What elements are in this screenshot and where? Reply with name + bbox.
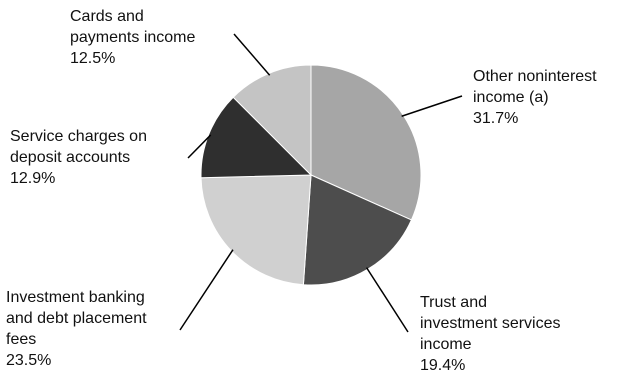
leader-line: [365, 267, 409, 333]
slice-value: 12.5%: [70, 50, 116, 67]
pie-slice: [200, 96, 313, 179]
slice-value: 23.5%: [6, 352, 52, 369]
slice-value: 12.9%: [10, 170, 56, 187]
label-line: and debt placement: [6, 310, 147, 327]
label-line: payments income: [70, 29, 196, 46]
leader-line: [233, 33, 271, 76]
slice-value: 31.7%: [473, 110, 519, 127]
label-line: Cards and: [70, 8, 144, 25]
label-line: Service charges on: [10, 128, 147, 145]
label-line: deposit accounts: [10, 149, 131, 166]
leader-line: [179, 249, 234, 331]
slice-label-investment-banking: Investment banking and debt placement fe…: [6, 287, 147, 371]
pie-slice: [200, 174, 312, 286]
label-line: Investment banking: [6, 289, 145, 306]
slice-label-service-charges: Service charges on deposit accounts 12.9…: [10, 126, 147, 189]
label-line: Trust and: [420, 294, 487, 311]
slice-label-other-noninterest-income: Other noninterest income (a) 31.7%: [473, 66, 597, 129]
slice-label-cards-payments: Cards and payments income 12.5%: [70, 6, 195, 69]
label-line: income: [420, 336, 472, 353]
slice-value: 19.4%: [420, 357, 466, 374]
leader-line: [187, 134, 212, 159]
leader-line: [401, 95, 463, 117]
slice-label-trust-investment-services: Trust and investment services income 19.…: [420, 292, 561, 376]
label-line: investment services: [420, 315, 561, 332]
label-line: income (a): [473, 89, 549, 106]
label-line: fees: [6, 331, 37, 348]
label-line: Other noninterest: [473, 68, 597, 85]
